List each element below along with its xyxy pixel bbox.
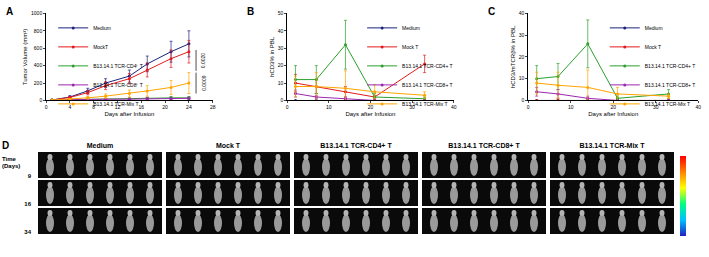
html-text:D: D [2,140,10,151]
svg-text:16: 16 [139,104,145,110]
svg-text:Medium: Medium [645,25,663,31]
svg-text:12: 12 [114,104,121,111]
svg-text:hCD3% in PBL: hCD3% in PBL [269,36,275,77]
svg-text:B13.14.1 TCR-CD4⁺ T: B13.14.1 TCR-CD4⁺ T [93,63,143,69]
svg-text:30: 30 [409,104,415,111]
svg-text:30: 30 [653,104,659,111]
svg-text:B13.14.1 TCR-CD4+ T: B13.14.1 TCR-CD4+ T [645,63,696,69]
svg-text:20: 20 [278,62,284,68]
svg-text:Days after Infusion: Days after Infusion [588,111,638,117]
svg-text:0: 0 [522,97,525,103]
svg-text:0: 0 [286,104,289,110]
svg-text:B13.14.1 TCR-Mix T: B13.14.1 TCR-Mix T [645,101,690,107]
svg-text:20: 20 [519,54,525,60]
svg-text:C: C [488,6,495,17]
svg-text:B13.14.1 TCR-Mix T: B13.14.1 TCR-Mix T [93,101,138,107]
svg-text:400: 400 [34,62,43,68]
svg-text:10: 10 [568,104,574,110]
svg-text:50: 50 [278,10,284,16]
html-text:9: 9 [27,173,31,179]
html-text:Time (Days): Time (Days) [2,156,21,169]
svg-text:40: 40 [696,104,702,110]
svg-text:B: B [247,6,254,17]
svg-text:28: 28 [210,104,216,110]
svg-text:0.0009: 0.0009 [201,75,207,91]
svg-text:Tumor Volume (mm³): Tumor Volume (mm³) [22,29,28,85]
svg-text:0: 0 [39,97,42,103]
svg-text:B13.14.1 TCR-CD4+ T: B13.14.1 TCR-CD4+ T [402,63,453,69]
svg-text:B13.14.1 TCR-CD8+ T: B13.14.1 TCR-CD8+ T [402,82,453,88]
svg-text:8: 8 [92,104,96,111]
svg-text:30: 30 [278,45,284,51]
svg-text:B13.14.1 TCR-Mix T: B13.14.1 TCR-Mix T [402,101,447,107]
svg-text:40: 40 [278,28,284,34]
html-text:Medium: Medium [86,142,114,149]
svg-text:20: 20 [162,104,168,110]
html-text:B13.14.1 TCR-CD8+ T: B13.14.1 TCR-CD8+ T [448,142,520,149]
svg-text:A: A [6,6,13,17]
svg-text:Days after Infusion: Days after Infusion [104,111,154,117]
svg-text:hCD3/mTCRβ% in PBL: hCD3/mTCRβ% in PBL [510,25,516,88]
html-text:16: 16 [24,201,31,207]
svg-text:Medium: Medium [402,25,420,31]
svg-text:40: 40 [451,104,457,110]
svg-text:B13.14.1 TCR-CD8⁺ T: B13.14.1 TCR-CD8⁺ T [93,82,143,88]
svg-text:600: 600 [34,45,43,51]
svg-text:0: 0 [280,97,283,103]
svg-text:0: 0 [527,104,530,110]
html-text:34: 34 [24,229,31,235]
svg-text:40: 40 [519,10,525,16]
svg-text:0: 0 [45,104,48,110]
svg-text:0.0020: 0.0020 [200,53,206,69]
svg-text:10: 10 [326,104,332,110]
svg-text:Mock T: Mock T [645,44,661,50]
svg-text:10: 10 [278,80,284,86]
svg-text:Days after Infusion: Days after Infusion [345,111,395,117]
svg-text:MockT: MockT [93,44,108,50]
svg-text:30: 30 [519,32,525,38]
html-text:B13.14.1 TCR-CD4+ T: B13.14.1 TCR-CD4+ T [320,142,392,149]
svg-text:800: 800 [34,28,43,34]
html-text:Mock T: Mock T [215,142,241,149]
svg-text:Mock T: Mock T [402,44,418,50]
svg-text:1000: 1000 [31,10,42,16]
svg-text:B13.14.1 TCR-CD8+ T: B13.14.1 TCR-CD8+ T [645,82,696,88]
svg-text:24: 24 [186,104,192,110]
svg-text:20: 20 [611,104,617,110]
svg-text:4: 4 [68,104,71,110]
svg-text:20: 20 [368,104,374,110]
html-text:B13.14.1 TCR-Mix T: B13.14.1 TCR-Mix T [579,142,645,149]
svg-text:Medium: Medium [93,25,111,31]
svg-text:200: 200 [34,80,43,86]
svg-text:10: 10 [519,75,525,81]
